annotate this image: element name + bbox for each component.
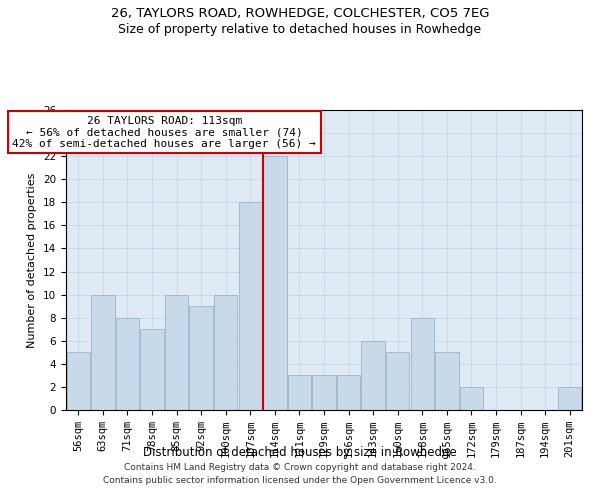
Bar: [460, 387, 483, 410]
Bar: [263, 156, 287, 410]
Bar: [214, 294, 238, 410]
Bar: [361, 341, 385, 410]
Bar: [91, 294, 115, 410]
Bar: [386, 352, 409, 410]
Bar: [410, 318, 434, 410]
Bar: [190, 306, 213, 410]
Y-axis label: Number of detached properties: Number of detached properties: [28, 172, 37, 348]
Bar: [313, 376, 335, 410]
Bar: [140, 329, 164, 410]
Text: Distribution of detached houses by size in Rowhedge: Distribution of detached houses by size …: [143, 446, 457, 459]
Bar: [165, 294, 188, 410]
Bar: [288, 376, 311, 410]
Bar: [239, 202, 262, 410]
Bar: [116, 318, 139, 410]
Bar: [435, 352, 458, 410]
Text: Contains HM Land Registry data © Crown copyright and database right 2024.
Contai: Contains HM Land Registry data © Crown c…: [103, 464, 497, 485]
Bar: [67, 352, 90, 410]
Text: Size of property relative to detached houses in Rowhedge: Size of property relative to detached ho…: [118, 22, 482, 36]
Bar: [558, 387, 581, 410]
Text: 26 TAYLORS ROAD: 113sqm
← 56% of detached houses are smaller (74)
42% of semi-de: 26 TAYLORS ROAD: 113sqm ← 56% of detache…: [13, 116, 316, 149]
Text: 26, TAYLORS ROAD, ROWHEDGE, COLCHESTER, CO5 7EG: 26, TAYLORS ROAD, ROWHEDGE, COLCHESTER, …: [111, 8, 489, 20]
Bar: [337, 376, 360, 410]
